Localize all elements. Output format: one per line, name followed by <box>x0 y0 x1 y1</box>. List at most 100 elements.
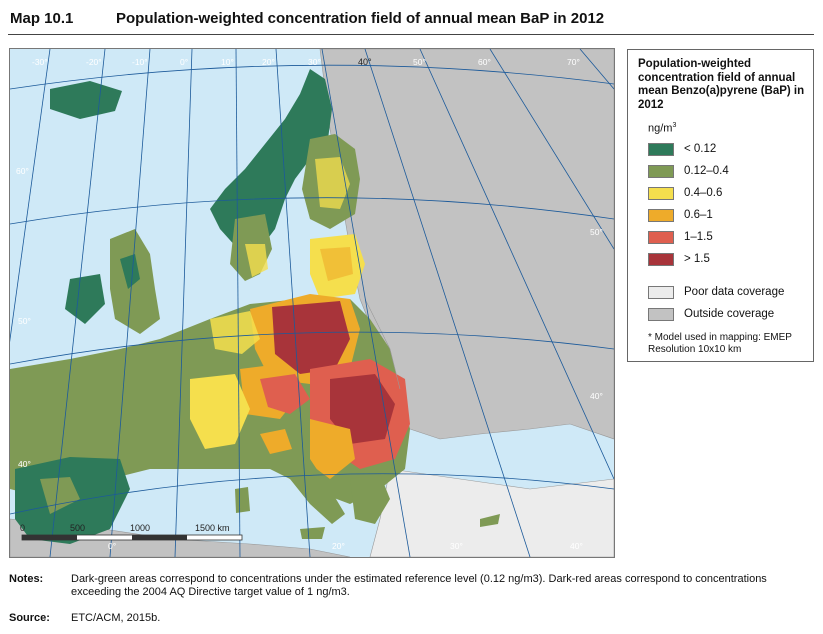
romania-hotspot <box>330 374 395 444</box>
scale-bar-segment <box>22 535 77 540</box>
legend-swatch <box>648 209 674 222</box>
legend-swatch <box>648 286 674 299</box>
legend-class-row: > 1.5 <box>648 253 808 267</box>
header-rule <box>8 34 814 35</box>
source-label: Source: <box>9 612 50 624</box>
legend-label: 0.6–1 <box>684 209 713 221</box>
lon-30 <box>321 49 411 557</box>
scale-bar: 0 500 1000 1500 km <box>20 523 243 541</box>
map-title: Population-weighted concentration field … <box>116 10 605 27</box>
legend-coverage-row: Outside coverage <box>648 308 808 322</box>
lon-label: 60° <box>478 57 491 67</box>
lat-label: 60° <box>16 166 29 176</box>
legend-unit-exp: 3 <box>672 122 677 129</box>
bottom-labels: 0° 20° 30° 40° <box>108 541 583 551</box>
legend-class-row: 0.4–0.6 <box>648 187 808 201</box>
lon-label: -10° <box>132 57 148 67</box>
scandinavia <box>210 69 332 259</box>
legend-note: * Model used in mapping: EMEP Resolution… <box>648 332 792 355</box>
serbia-orange <box>310 419 355 479</box>
legend-label: 0.4–0.6 <box>684 187 723 199</box>
notes-text: Dark-green areas correspond to concentra… <box>71 573 767 598</box>
finland-south <box>315 157 350 209</box>
legend-coverage-row: Poor data coverage <box>648 286 808 300</box>
legend-label: < 0.12 <box>684 143 717 155</box>
lat-60 <box>10 197 614 225</box>
legend-swatch <box>648 165 674 178</box>
ireland <box>65 274 105 324</box>
poor-coverage-turkey <box>369 468 614 557</box>
lon-label: 30° <box>308 57 321 67</box>
lon-label: -30° <box>32 57 48 67</box>
legend-class-row: 0.6–1 <box>648 209 808 223</box>
lon-0 <box>174 49 193 557</box>
lon-label: 20° <box>262 57 275 67</box>
legend-label: Poor data coverage <box>684 286 785 298</box>
lon-label: 40° <box>358 57 372 67</box>
legend-unit: ng/m3 <box>648 122 676 135</box>
cyprus <box>480 514 500 527</box>
lat-50 <box>10 331 614 365</box>
scale-bar-segment <box>132 535 187 540</box>
scotland <box>120 254 140 289</box>
sicily <box>300 527 325 539</box>
scale-label: 500 <box>70 523 85 533</box>
lon-bottom-label: 20° <box>332 541 345 551</box>
latitude-labels: 60° 50° 40° 50° 40° <box>16 166 603 469</box>
iceland <box>50 81 122 119</box>
legend-swatch <box>648 231 674 244</box>
legend-title: Population-weighted concentration field … <box>638 58 805 111</box>
france-east-yellow <box>190 374 250 449</box>
benelux-yellow <box>210 311 260 354</box>
lon-label: 70° <box>567 57 580 67</box>
map-label: Map 10.1 <box>10 10 74 27</box>
legend-swatch <box>648 253 674 266</box>
lon-label: 0° <box>180 57 188 67</box>
lon-bottom-label: 40° <box>570 541 583 551</box>
lon-60 <box>489 49 614 250</box>
lon-bottom-label: 30° <box>450 541 463 551</box>
south-sweden-yellow <box>245 244 268 277</box>
graticule <box>10 49 614 557</box>
legend-label: 1–1.5 <box>684 231 713 243</box>
scale-label: 0 <box>20 523 25 533</box>
source-text: ETC/ACM, 2015b. <box>71 612 161 624</box>
iberia-center <box>40 477 80 514</box>
po-valley <box>260 429 292 454</box>
lon-label: 10° <box>221 57 234 67</box>
notes-label: Notes: <box>9 573 44 585</box>
map-canvas: -30° -20° -10° 0° 10° 20° 30° 40° 50° 60… <box>10 49 614 557</box>
legend-swatch <box>648 308 674 321</box>
corsica-sardinia <box>235 487 250 513</box>
lat-label: 40° <box>18 459 31 469</box>
lon-50 <box>419 49 614 480</box>
legend-swatch <box>648 187 674 200</box>
lon-m20 <box>49 49 106 557</box>
lon-bottom-label: 0° <box>108 541 116 551</box>
legend-class-row: 0.12–0.4 <box>648 165 808 179</box>
lon-m30 <box>10 49 51 343</box>
lat-label: 50° <box>590 227 603 237</box>
lat-40 <box>10 473 614 515</box>
legend-label: Outside coverage <box>684 308 775 320</box>
legend: Population-weighted concentration field … <box>627 49 814 362</box>
lon-label: -20° <box>86 57 102 67</box>
scale-label: 1500 km <box>195 523 230 533</box>
lon-20 <box>275 49 311 557</box>
lon-m10 <box>109 49 151 557</box>
scale-label: 1000 <box>130 523 150 533</box>
greece <box>350 474 390 524</box>
legend-label: > 1.5 <box>684 253 710 265</box>
legend-swatch <box>648 143 674 156</box>
baltic-orange <box>320 247 353 281</box>
legend-label: 0.12–0.4 <box>684 165 729 177</box>
lon-10 <box>235 49 241 557</box>
alps-red <box>260 374 310 414</box>
legend-class-row: < 0.12 <box>648 143 808 157</box>
legend-class-row: 1–1.5 <box>648 231 808 245</box>
longitude-labels: -30° -20° -10° 0° 10° 20° 30° 40° 50° 60… <box>32 57 580 67</box>
poland-hotspot <box>272 301 350 374</box>
map-frame: -30° -20° -10° 0° 10° 20° 30° 40° 50° 60… <box>9 48 615 558</box>
lat-70 <box>10 64 614 90</box>
lon-40 <box>364 49 531 557</box>
